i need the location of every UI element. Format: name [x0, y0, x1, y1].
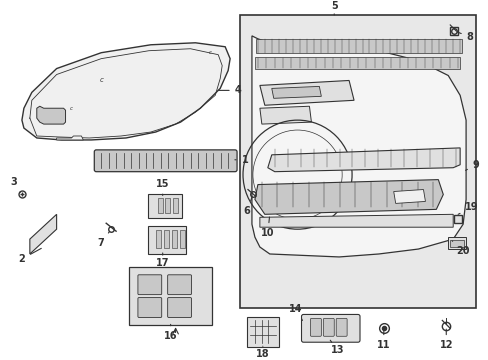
Text: 18: 18	[256, 346, 269, 359]
Text: 7: 7	[98, 231, 109, 248]
Text: 3: 3	[11, 177, 20, 192]
Text: 19: 19	[457, 202, 478, 214]
Text: 17: 17	[156, 253, 169, 268]
Polygon shape	[267, 148, 459, 172]
Polygon shape	[22, 43, 230, 140]
FancyBboxPatch shape	[147, 194, 181, 218]
Text: 2: 2	[19, 248, 41, 264]
Polygon shape	[393, 189, 425, 203]
FancyBboxPatch shape	[147, 226, 185, 254]
FancyBboxPatch shape	[336, 319, 346, 336]
Polygon shape	[163, 230, 168, 248]
Polygon shape	[259, 106, 311, 124]
FancyBboxPatch shape	[94, 150, 237, 172]
FancyBboxPatch shape	[323, 319, 333, 336]
Polygon shape	[171, 230, 176, 248]
Text: 4: 4	[218, 85, 241, 95]
Text: 6: 6	[243, 197, 251, 216]
Polygon shape	[172, 198, 177, 213]
FancyBboxPatch shape	[301, 314, 359, 342]
Text: 8: 8	[456, 32, 472, 42]
Text: 9: 9	[465, 160, 478, 170]
Polygon shape	[449, 240, 463, 247]
Text: 10: 10	[261, 217, 274, 238]
Text: 15: 15	[156, 179, 169, 195]
FancyBboxPatch shape	[138, 275, 162, 294]
FancyBboxPatch shape	[167, 275, 191, 294]
Polygon shape	[57, 136, 83, 140]
Text: 20: 20	[451, 241, 469, 256]
Text: 5: 5	[330, 1, 337, 15]
Polygon shape	[158, 198, 163, 213]
Text: 16: 16	[163, 324, 177, 341]
Text: 1: 1	[234, 155, 248, 165]
Polygon shape	[179, 230, 184, 248]
Text: c: c	[99, 77, 103, 84]
Text: c: c	[208, 50, 211, 55]
Polygon shape	[255, 39, 461, 53]
Polygon shape	[259, 81, 353, 105]
Polygon shape	[30, 214, 57, 254]
Polygon shape	[254, 57, 459, 68]
Text: 14: 14	[288, 303, 302, 320]
FancyBboxPatch shape	[246, 318, 278, 347]
Polygon shape	[271, 86, 321, 98]
FancyBboxPatch shape	[167, 298, 191, 318]
Text: 12: 12	[439, 329, 452, 350]
FancyBboxPatch shape	[310, 319, 321, 336]
Bar	[240, 15, 475, 307]
Polygon shape	[156, 230, 161, 248]
Polygon shape	[164, 198, 169, 213]
Polygon shape	[251, 36, 465, 257]
Text: 11: 11	[376, 331, 390, 350]
Polygon shape	[447, 237, 465, 249]
Polygon shape	[37, 106, 65, 124]
FancyBboxPatch shape	[138, 298, 162, 318]
Text: 13: 13	[329, 340, 343, 355]
FancyBboxPatch shape	[129, 267, 212, 325]
Polygon shape	[259, 214, 452, 227]
Text: c: c	[70, 106, 73, 111]
Polygon shape	[254, 180, 443, 214]
